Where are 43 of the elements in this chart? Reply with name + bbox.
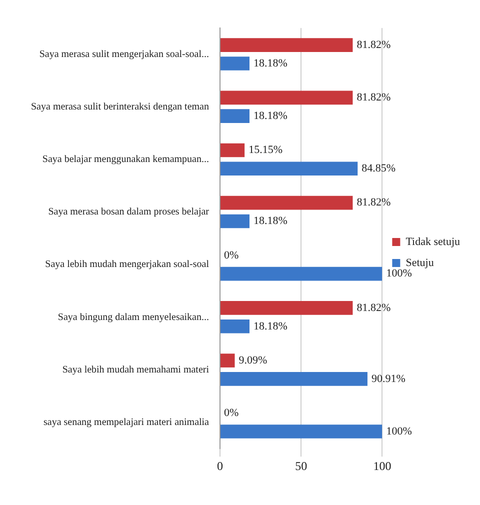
data-label: 15.15% [248,144,282,156]
y-tick-label: saya senang mempelajari materi animalia [44,416,210,428]
data-label: 18.18% [253,320,288,332]
x-tick-label: 100 [373,458,392,473]
data-label: 84.85% [362,162,396,175]
bar [220,319,250,334]
y-tick-label: Saya bingung dalam menyelesaikan... [58,312,209,323]
bar [220,143,245,158]
y-tick-label: Saya lebih mudah mengerjakan soal-soal [45,259,210,270]
data-label: 18.18% [253,57,288,70]
bar [220,424,382,438]
data-label: 18.18% [253,110,288,122]
data-label: 18.18% [253,215,288,228]
bar [220,109,250,123]
data-label: 0% [224,407,239,420]
bar [220,214,250,228]
y-tick-label: Saya merasa sulit berinteraksi dengan teman [31,101,209,112]
data-label: 81.82% [356,92,391,104]
bar [220,301,353,315]
data-label: 81.82% [356,38,391,51]
bar [220,38,353,52]
y-tick-label: Saya belajar menggunakan kemampuan... [42,154,209,166]
bar [220,266,382,281]
data-label: 90.91% [371,372,406,385]
data-label: 0% [224,249,239,262]
data-label: 100% [386,425,412,438]
x-tick-label: 50 [295,458,308,473]
x-tick-label: 0 [217,458,223,473]
y-tick-label: Saya merasa sulit mengerjakan soal-soal... [39,48,209,60]
legend-label: Tidak setuju [406,236,460,248]
bar [220,90,353,105]
y-tick-label: Saya lebih mudah memahami materi [62,364,210,376]
bar [220,162,358,176]
bar [220,354,235,368]
data-label: 9.09% [238,354,268,366]
bar [220,372,368,386]
legend-label: Setuju [406,256,434,269]
data-label: 81.82% [356,302,391,314]
data-label: 100% [386,268,412,280]
y-tick-label: Saya merasa bosan dalam proses belajar [48,206,210,218]
data-label: 81.82% [356,196,391,209]
bar [220,196,353,210]
bar [220,56,250,70]
